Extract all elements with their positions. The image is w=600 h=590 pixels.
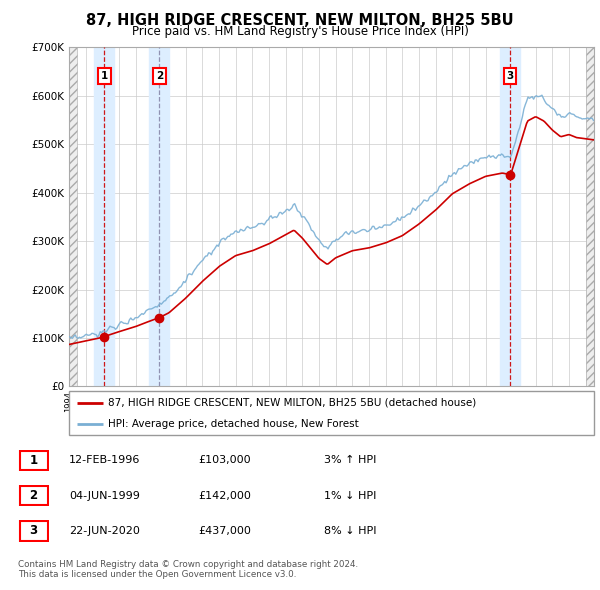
FancyBboxPatch shape [20, 522, 47, 540]
Text: 1: 1 [29, 454, 38, 467]
Text: 3% ↑ HPI: 3% ↑ HPI [324, 455, 376, 465]
Text: £142,000: £142,000 [198, 491, 251, 500]
Text: 3: 3 [506, 71, 514, 81]
Text: £437,000: £437,000 [198, 526, 251, 536]
FancyBboxPatch shape [20, 451, 47, 470]
Text: 12-FEB-1996: 12-FEB-1996 [69, 455, 140, 465]
Text: HPI: Average price, detached house, New Forest: HPI: Average price, detached house, New … [109, 419, 359, 429]
Text: 8% ↓ HPI: 8% ↓ HPI [324, 526, 377, 536]
FancyBboxPatch shape [20, 486, 47, 505]
Text: 3: 3 [29, 525, 38, 537]
FancyBboxPatch shape [69, 391, 594, 435]
Text: 87, HIGH RIDGE CRESCENT, NEW MILTON, BH25 5BU (detached house): 87, HIGH RIDGE CRESCENT, NEW MILTON, BH2… [109, 398, 476, 408]
Bar [94, 47, 115, 386]
Text: Contains HM Land Registry data © Crown copyright and database right 2024.
This d: Contains HM Land Registry data © Crown c… [18, 560, 358, 579]
Text: £103,000: £103,000 [198, 455, 251, 465]
Text: 22-JUN-2020: 22-JUN-2020 [69, 526, 140, 536]
Bar [586, 47, 594, 386]
Bar [149, 47, 169, 386]
Text: 04-JUN-1999: 04-JUN-1999 [69, 491, 140, 500]
Text: 2: 2 [156, 71, 163, 81]
Text: Price paid vs. HM Land Registry's House Price Index (HPI): Price paid vs. HM Land Registry's House … [131, 25, 469, 38]
Text: 87, HIGH RIDGE CRESCENT, NEW MILTON, BH25 5BU: 87, HIGH RIDGE CRESCENT, NEW MILTON, BH2… [86, 13, 514, 28]
Text: 1% ↓ HPI: 1% ↓ HPI [324, 491, 376, 500]
Bar [500, 47, 520, 386]
Text: 2: 2 [29, 489, 38, 502]
Text: 1: 1 [101, 71, 108, 81]
Bar [69, 47, 77, 386]
